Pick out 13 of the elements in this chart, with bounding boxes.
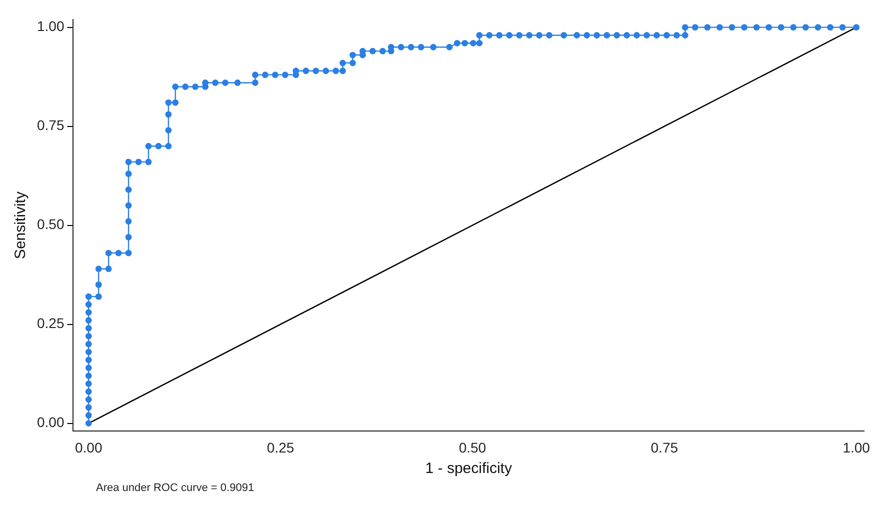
x-tick-label: 1.00 xyxy=(842,439,870,456)
y-tick-label: 0.00 xyxy=(37,414,64,430)
text: Area under ROC curve = 0.9091 xyxy=(96,482,256,494)
y-tick-label: 1.00 xyxy=(37,18,64,34)
y-tick-label: 0.25 xyxy=(37,315,64,332)
x-tick-label: 0.00 xyxy=(74,439,102,456)
x-tick-label: 0.25 xyxy=(266,439,294,456)
y-tick-label: 0.50 xyxy=(37,216,64,232)
x-tick-label: 0.75 xyxy=(650,439,678,456)
x-tick-label: 0.50 xyxy=(458,439,486,456)
x-axis-title: 1 - specificity xyxy=(425,460,512,478)
y-axis-title: Sensitivity xyxy=(12,191,30,260)
y-tick-label: 0.75 xyxy=(37,117,64,134)
